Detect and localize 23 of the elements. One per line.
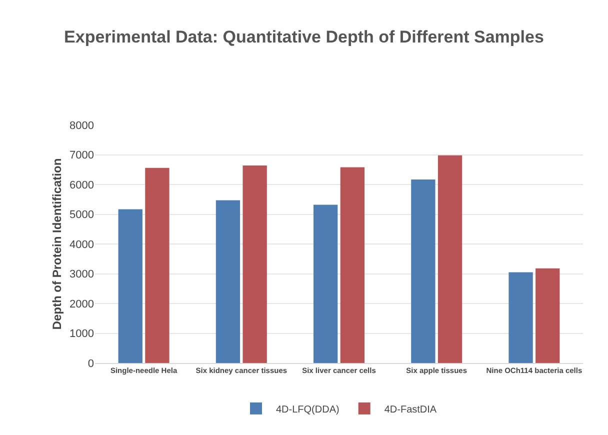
y-tick-label: 2000 [70, 298, 94, 310]
bar [118, 209, 142, 363]
y-tick-label: 4000 [70, 238, 94, 251]
y-tick-label: 3000 [70, 268, 94, 281]
y-tick-label: 0 [88, 358, 94, 370]
legend-label: 4D-FastDIA [384, 404, 437, 416]
y-tick-label: 6000 [70, 179, 94, 192]
bar [438, 155, 462, 363]
chart-title: Experimental Data: Quantitative Depth of Different Samples [64, 27, 544, 46]
bar [216, 200, 240, 363]
bar [508, 272, 533, 363]
bar [314, 204, 338, 363]
bar [411, 179, 436, 363]
bar [536, 268, 560, 363]
y-tick-label: 1000 [70, 328, 94, 340]
bar [242, 165, 267, 363]
y-axis-title: Depth of Protein Identification [50, 158, 64, 330]
bar [340, 167, 364, 363]
bar [145, 168, 170, 363]
y-tick-label: 8000 [70, 120, 94, 132]
y-tick-label: 5000 [70, 209, 94, 222]
y-tick-label: 7000 [70, 150, 94, 162]
legend-label: 4D-LFQ(DDA) [276, 404, 340, 416]
